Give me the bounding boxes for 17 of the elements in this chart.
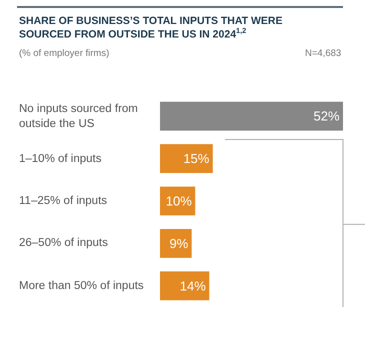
text: N=4,683 (305, 48, 342, 59)
data-label: 10% (166, 194, 192, 208)
y-tick-label: 26–50% of inputs (19, 237, 108, 249)
y-tick-label: No inputs sourced from outside the US (19, 103, 138, 130)
data-label: 15% (183, 151, 210, 166)
bar (160, 271, 210, 300)
text: (% of employer firms) (19, 48, 110, 59)
bar (160, 102, 343, 131)
bar (160, 228, 192, 258)
data-label: 14% (180, 278, 206, 294)
chart-title: SHARE OF BUSINESS’S TOTAL INPUTS THAT WERE SOURCED FROM OUTSIDE THE US IN 2024$^{1,2}$ (19, 15, 282, 41)
data-label: 9% (169, 236, 189, 251)
y-tick-label: 11–25% of inputs (19, 195, 108, 207)
data-label: 52% (314, 108, 340, 124)
y-tick-label: More than 50% of inputs (19, 280, 144, 292)
y-tick-label: 1–10% of inputs (19, 153, 102, 165)
bar (160, 144, 213, 174)
